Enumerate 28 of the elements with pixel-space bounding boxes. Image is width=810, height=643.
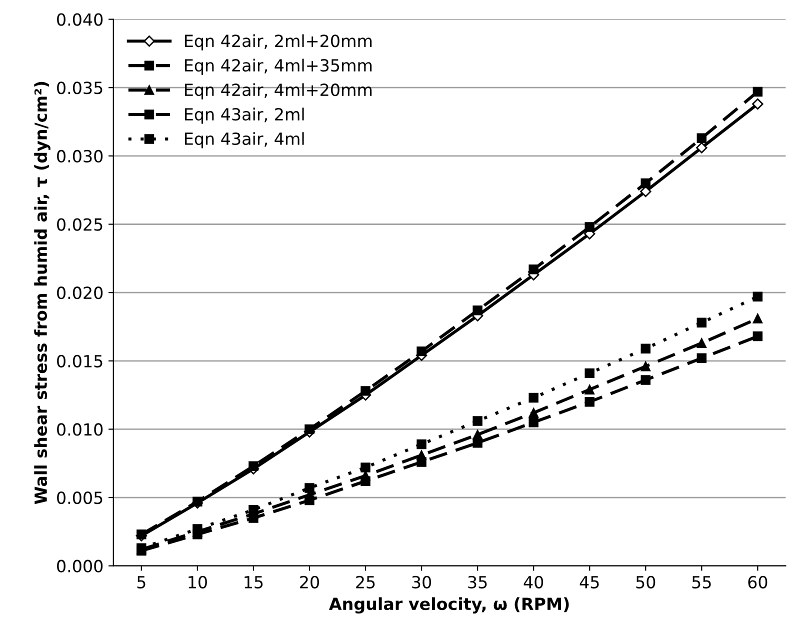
x-tick-label: 50	[636, 576, 656, 588]
legend-label: Eqn 43air, 2ml	[185, 108, 304, 124]
y-tick-label: 0.020	[57, 286, 103, 300]
x-tick-label: 40	[524, 576, 544, 588]
x-tick-label: 55	[692, 576, 711, 588]
legend-label: Eqn 42air, 4ml+35mm	[185, 58, 372, 75]
x-tick-label: 10	[188, 576, 207, 588]
legend-label: Eqn 43air, 4ml	[185, 132, 304, 148]
y-axis-title: Wall shear stress from humid air, τ (dyn/cm²)	[34, 82, 50, 504]
x-tick-label: 60	[748, 576, 768, 588]
x-tick-label: 45	[580, 576, 599, 588]
y-tick-label: 0.025	[57, 218, 102, 231]
legend-label: Eqn 42air, 2ml+20mm	[185, 34, 372, 50]
x-tick-label: 35	[468, 576, 487, 588]
y-tick-label: 0.035	[57, 82, 102, 94]
y-tick-label: 0.040	[57, 13, 103, 26]
y-tick-label: 0.015	[57, 354, 102, 368]
x-tick-label: 30	[412, 576, 432, 588]
x-tick-label: 25	[356, 576, 375, 588]
y-tick-label: 0.030	[57, 150, 103, 162]
x-tick-label: 5	[137, 576, 146, 588]
x-tick-label: 15	[244, 576, 263, 588]
y-tick-label: 0.000	[57, 560, 103, 572]
x-axis-title: Angular velocity, ω (RPM)	[328, 597, 569, 614]
x-tick-label: 20	[300, 576, 319, 588]
y-tick-label: 0.005	[57, 491, 102, 504]
legend-label: Eqn 42air, 4ml+20mm	[185, 83, 372, 100]
y-tick-label: 0.010	[57, 423, 103, 436]
